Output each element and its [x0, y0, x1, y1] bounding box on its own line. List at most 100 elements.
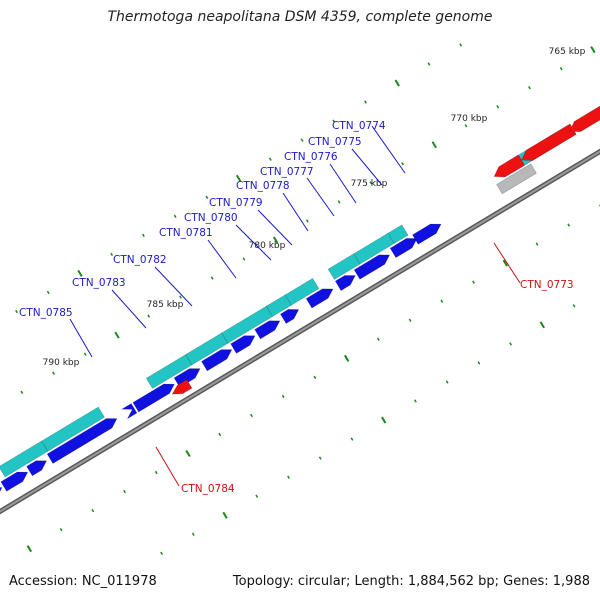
backbone-highlight: [0, 150, 600, 513]
tick-mark: [305, 219, 309, 223]
tick-mark: [142, 233, 145, 238]
tick-mark: [427, 62, 431, 66]
tick-mark: [218, 432, 222, 437]
tick-mark: [408, 318, 412, 322]
reverse-cds-feature[interactable]: [171, 379, 193, 395]
forward-cds-feature[interactable]: [305, 288, 334, 309]
forward-cds-feature[interactable]: [412, 223, 442, 245]
rna-feature[interactable]: [387, 224, 409, 244]
tick-mark: [464, 124, 468, 128]
leader-line: [257, 209, 293, 246]
tick-mark: [376, 337, 380, 341]
tick-mark: [300, 138, 304, 142]
tick-mark: [332, 119, 336, 123]
tick-mark: [26, 545, 33, 553]
tick-mark: [477, 361, 481, 365]
forward-cds-feature[interactable]: [389, 238, 418, 259]
tick-mark: [343, 354, 350, 362]
gene-label-ctn-0779[interactable]: CTN_0779: [209, 197, 263, 209]
tick-mark: [91, 508, 95, 513]
gene-label-ctn-0780[interactable]: CTN_0780: [184, 212, 238, 224]
forward-cds-feature[interactable]: [26, 460, 48, 477]
leader-line: [69, 318, 93, 358]
gene-label-ctn-0781[interactable]: CTN_0781: [159, 227, 213, 239]
forward-cds-feature[interactable]: [0, 471, 29, 492]
tick-mark: [414, 399, 417, 403]
kbp-labels: 765 kbp 770 kbp 775 kbp 780 kbp 785 kbp …: [43, 47, 586, 368]
reverse-cds-feature[interactable]: [569, 101, 600, 133]
forward-cds-feature[interactable]: [280, 309, 300, 324]
rna-feature[interactable]: [41, 406, 105, 452]
tick-mark: [281, 394, 285, 399]
tick-mark: [364, 100, 367, 104]
tick-mark: [509, 342, 513, 346]
forward-cds-feature[interactable]: [353, 254, 391, 280]
gene-label-ctn-0785[interactable]: CTN_0785: [19, 307, 73, 319]
tick-mark: [381, 416, 387, 424]
gene-label-ctn-0782[interactable]: CTN_0782: [113, 254, 167, 266]
tick-mark: [147, 314, 151, 318]
forward-cds-feature[interactable]: [46, 418, 118, 464]
topology-text: Topology: circular; Length: 1,884,562 bp…: [232, 574, 590, 589]
reverse-cds-feature[interactable]: [493, 154, 526, 178]
tick-mark: [46, 290, 50, 295]
gene-label-ctn-0774[interactable]: CTN_0774: [332, 120, 386, 132]
rna-feature[interactable]: [284, 277, 320, 306]
kbp-label-765: 765 kbp: [549, 47, 586, 57]
pseudogene-feature[interactable]: [496, 163, 537, 195]
gene-label-ctn-0775[interactable]: CTN_0775: [308, 136, 362, 148]
map-title: Thermotoga neapolitana DSM 4359, complet…: [107, 9, 493, 25]
tick-mark: [83, 352, 87, 356]
gene-label-ctn-0777[interactable]: CTN_0777: [260, 166, 314, 178]
gene-labels[interactable]: CTN_0773 CTN_0774 CTN_0775 CTN_0776 CTN_…: [19, 120, 574, 495]
kbp-label-770: 770 kbp: [451, 114, 488, 124]
leader-line: [235, 224, 272, 261]
tick-mark: [431, 141, 437, 149]
tick-mark: [496, 105, 500, 109]
tick-mark: [77, 269, 83, 277]
leader-line: [207, 239, 237, 279]
leader-line: [282, 192, 309, 232]
gene-features[interactable]: [0, 94, 600, 506]
kbp-label-780: 780 kbp: [249, 241, 286, 251]
tick-mark: [205, 195, 209, 199]
forward-cds-feature[interactable]: [132, 383, 175, 413]
tick-mark: [210, 276, 214, 280]
tick-mark: [173, 214, 177, 218]
tick-mark: [318, 456, 322, 460]
tick-mark: [110, 252, 114, 257]
tick-mark: [255, 494, 259, 498]
tick-mark: [191, 532, 195, 536]
tick-mark: [535, 242, 539, 246]
leader-line: [306, 177, 335, 217]
gene-label-ctn-0776[interactable]: CTN_0776: [284, 151, 338, 163]
genome-backbone: [0, 148, 600, 515]
forward-cds-feature[interactable]: [120, 403, 138, 420]
rna-feature[interactable]: [0, 440, 49, 478]
forward-cds-feature[interactable]: [230, 335, 256, 354]
tick-mark: [369, 181, 373, 185]
kbp-label-775: 775 kbp: [351, 179, 388, 189]
tick-mark: [272, 236, 279, 244]
reverse-cds-feature[interactable]: [521, 123, 577, 161]
tick-mark: [337, 200, 341, 204]
forward-cds-feature[interactable]: [0, 487, 3, 506]
tick-mark: [20, 390, 24, 394]
gene-label-ctn-0773[interactable]: CTN_0773: [520, 279, 574, 291]
gene-label-ctn-0778[interactable]: CTN_0778: [236, 180, 290, 192]
tick-mark: [268, 157, 272, 161]
leader-line: [329, 163, 357, 204]
tick-mark: [160, 551, 164, 555]
gene-label-ctn-0783[interactable]: CTN_0783: [72, 277, 126, 289]
leader-line: [371, 125, 406, 174]
forward-cds-feature[interactable]: [334, 275, 356, 291]
tick-mark: [185, 449, 191, 458]
forward-cds-feature[interactable]: [201, 349, 233, 372]
tick-mark: [394, 79, 400, 87]
leader-line: [351, 148, 383, 186]
tick-mark: [459, 43, 463, 47]
leader-line: [155, 446, 180, 487]
gene-label-ctn-0784[interactable]: CTN_0784: [181, 483, 235, 495]
forward-cds-feature[interactable]: [254, 320, 281, 340]
